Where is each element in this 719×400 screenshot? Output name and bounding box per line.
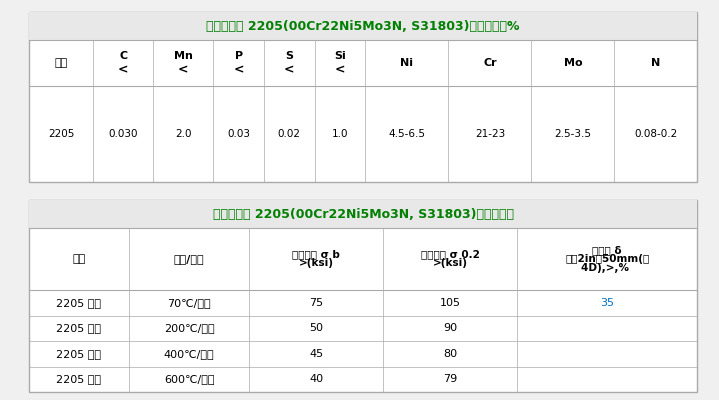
Text: S: S xyxy=(285,51,293,61)
Bar xyxy=(29,12,697,40)
Text: <: < xyxy=(234,64,244,77)
Text: 2205: 2205 xyxy=(48,129,74,139)
Text: Mn: Mn xyxy=(174,51,193,61)
Text: <: < xyxy=(284,64,295,77)
Text: 双相不锈钢 2205(00Cr22Ni5Mo3N, S31803)的化学成份%: 双相不锈钢 2205(00Cr22Ni5Mo3N, S31803)的化学成份% xyxy=(206,20,520,32)
Text: Mo: Mo xyxy=(564,58,582,68)
Text: Cr: Cr xyxy=(483,58,497,68)
Text: 屈服强度 σ b: 屈服强度 σ b xyxy=(293,250,340,260)
Text: 0.02: 0.02 xyxy=(278,129,301,139)
Text: 35: 35 xyxy=(600,298,614,308)
Text: 2.5-3.5: 2.5-3.5 xyxy=(554,129,592,139)
Text: 0.08-0.2: 0.08-0.2 xyxy=(634,129,677,139)
Text: <: < xyxy=(178,64,188,77)
Bar xyxy=(29,12,697,182)
Text: P: P xyxy=(234,51,242,61)
Bar xyxy=(29,200,697,392)
Text: 伸长率 δ: 伸长率 δ xyxy=(592,245,622,255)
Text: 600℃/退火: 600℃/退火 xyxy=(164,374,214,384)
Text: 40: 40 xyxy=(309,374,324,384)
Text: 0.030: 0.030 xyxy=(109,129,138,139)
Text: 2205 的板: 2205 的板 xyxy=(56,323,101,333)
Text: 0.03: 0.03 xyxy=(227,129,250,139)
Text: 1.0: 1.0 xyxy=(331,129,348,139)
Text: 200℃/退火: 200℃/退火 xyxy=(164,323,214,333)
Text: 抗拉强度 σ 0.2: 抗拉强度 σ 0.2 xyxy=(421,250,480,260)
Text: 标距2in或50mm(或: 标距2in或50mm(或 xyxy=(565,254,649,264)
Text: 79: 79 xyxy=(443,374,457,384)
Text: 21-23: 21-23 xyxy=(475,129,505,139)
Text: Ni: Ni xyxy=(400,58,413,68)
Text: >(ksi): >(ksi) xyxy=(299,258,334,268)
Text: 2.0: 2.0 xyxy=(175,129,191,139)
Text: 80: 80 xyxy=(443,349,457,359)
Text: 105: 105 xyxy=(439,298,461,308)
Text: 温度/状态: 温度/状态 xyxy=(174,254,204,264)
Text: 牌号: 牌号 xyxy=(55,58,68,68)
Text: 50: 50 xyxy=(309,323,324,333)
Text: 75: 75 xyxy=(309,298,324,308)
Text: <: < xyxy=(335,64,345,77)
Text: 牌号: 牌号 xyxy=(73,254,86,264)
Text: 2205 的板: 2205 的板 xyxy=(56,349,101,359)
Text: 2205 的板: 2205 的板 xyxy=(56,374,101,384)
Text: 双相不锈钢 2205(00Cr22Ni5Mo3N, S31803)的机械性能: 双相不锈钢 2205(00Cr22Ni5Mo3N, S31803)的机械性能 xyxy=(213,208,513,220)
Text: >(ksi): >(ksi) xyxy=(433,258,467,268)
Bar xyxy=(29,200,697,228)
Text: 4D),>,%: 4D),>,% xyxy=(582,263,633,273)
Text: <: < xyxy=(118,64,129,77)
Text: 70℃/退火: 70℃/退火 xyxy=(168,298,211,308)
Text: 4.5-6.5: 4.5-6.5 xyxy=(388,129,426,139)
Text: Si: Si xyxy=(334,51,346,61)
Text: 400℃/退火: 400℃/退火 xyxy=(164,349,214,359)
Text: 45: 45 xyxy=(309,349,324,359)
Text: C: C xyxy=(119,51,127,61)
Text: N: N xyxy=(651,58,661,68)
Text: 90: 90 xyxy=(443,323,457,333)
Text: 2205 的板: 2205 的板 xyxy=(56,298,101,308)
